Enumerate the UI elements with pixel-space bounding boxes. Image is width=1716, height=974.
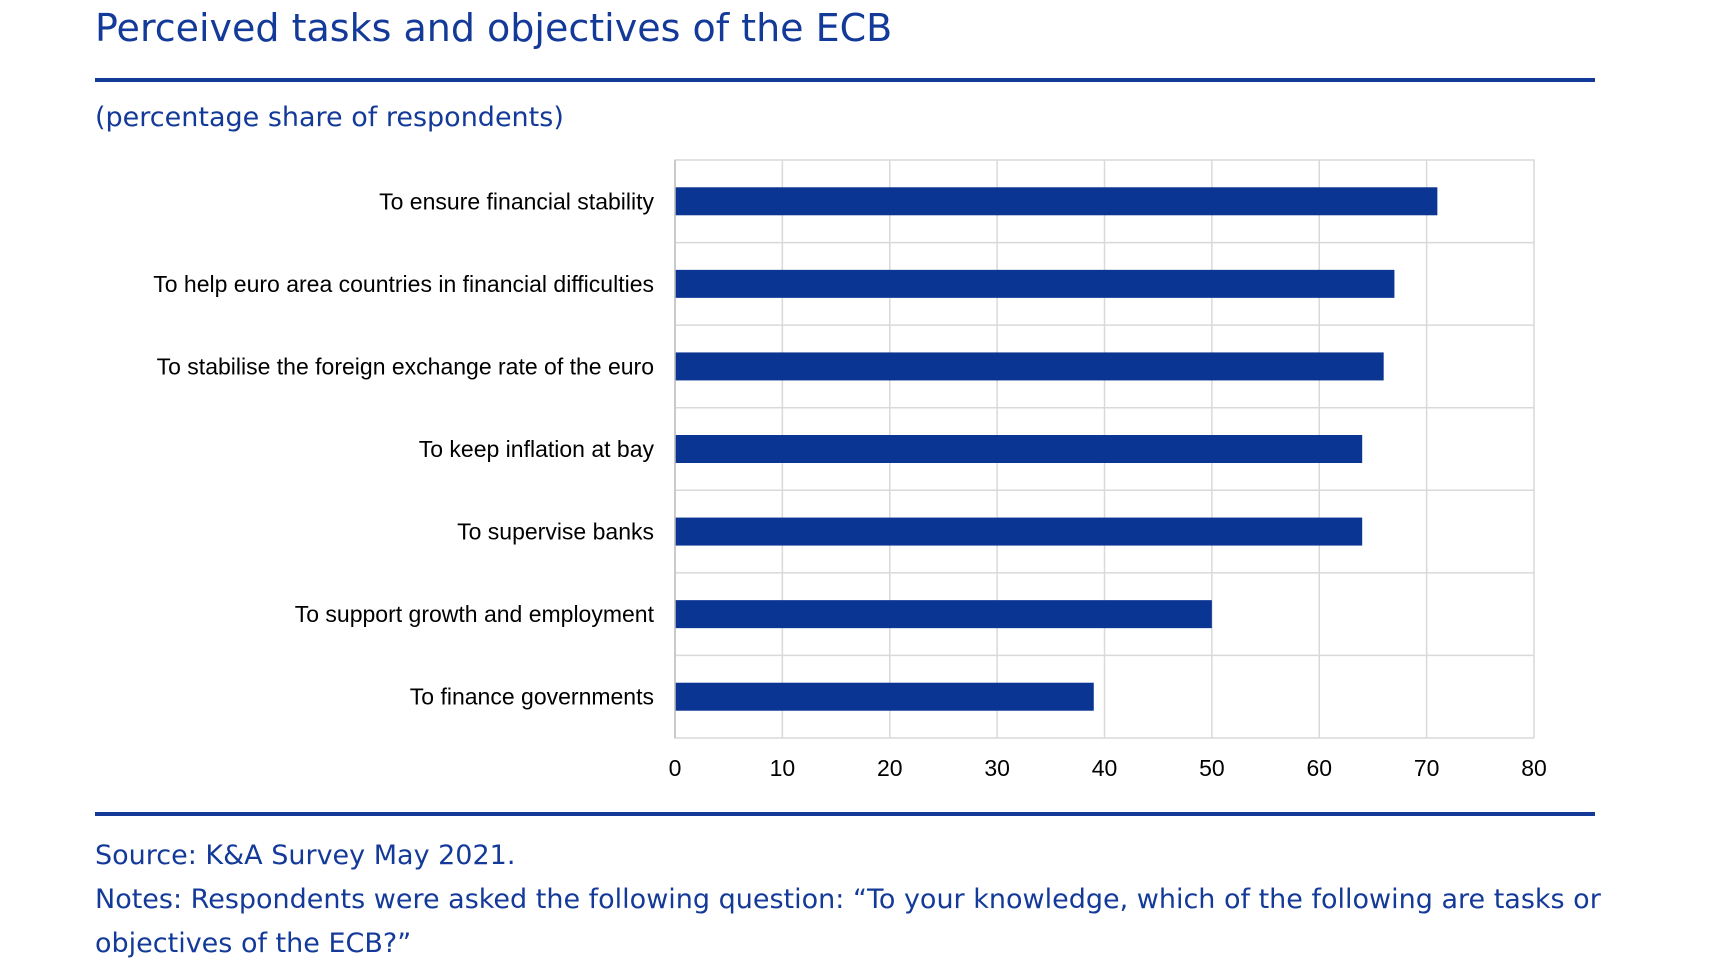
category-label: To stabilise the foreign exchange rate o… (157, 353, 654, 379)
bar (675, 187, 1438, 216)
bar (675, 352, 1384, 381)
bottom-divider (95, 812, 1595, 816)
source-note: Source: K&A Survey May 2021. (95, 840, 516, 871)
category-label: To keep inflation at bay (419, 436, 655, 462)
x-tick-label: 30 (984, 755, 1010, 781)
x-tick-label: 60 (1306, 755, 1332, 781)
bar-chart: 0 10 20 30 40 50 60 70 80 To ensure financial sta… (153, 159, 1547, 781)
x-tick-label: 80 (1521, 755, 1547, 781)
bar (675, 682, 1094, 711)
x-tick-label: 50 (1199, 755, 1225, 781)
bar (675, 435, 1363, 463)
x-tick-label: 40 (1092, 755, 1118, 781)
bar (675, 600, 1212, 629)
category-label: To help euro area countries in financial… (153, 271, 654, 297)
bar (675, 269, 1395, 298)
notes-text: Notes: Respondents were asked the follow… (95, 884, 1601, 959)
x-tick-label: 0 (669, 755, 682, 781)
category-label: To finance governments (410, 684, 654, 710)
top-divider (95, 78, 1595, 82)
category-label: To ensure financial stability (379, 188, 654, 214)
category-label: To support growth and employment (295, 601, 655, 627)
category-label: To supervise banks (457, 519, 654, 545)
chart-title: Perceived tasks and objectives of the EC… (95, 6, 893, 50)
chart-subtitle: (percentage share of respondents) (95, 102, 564, 133)
x-tick-label: 10 (770, 755, 796, 781)
x-tick-label: 70 (1414, 755, 1440, 781)
x-tick-label: 20 (877, 755, 903, 781)
bar (675, 517, 1363, 546)
